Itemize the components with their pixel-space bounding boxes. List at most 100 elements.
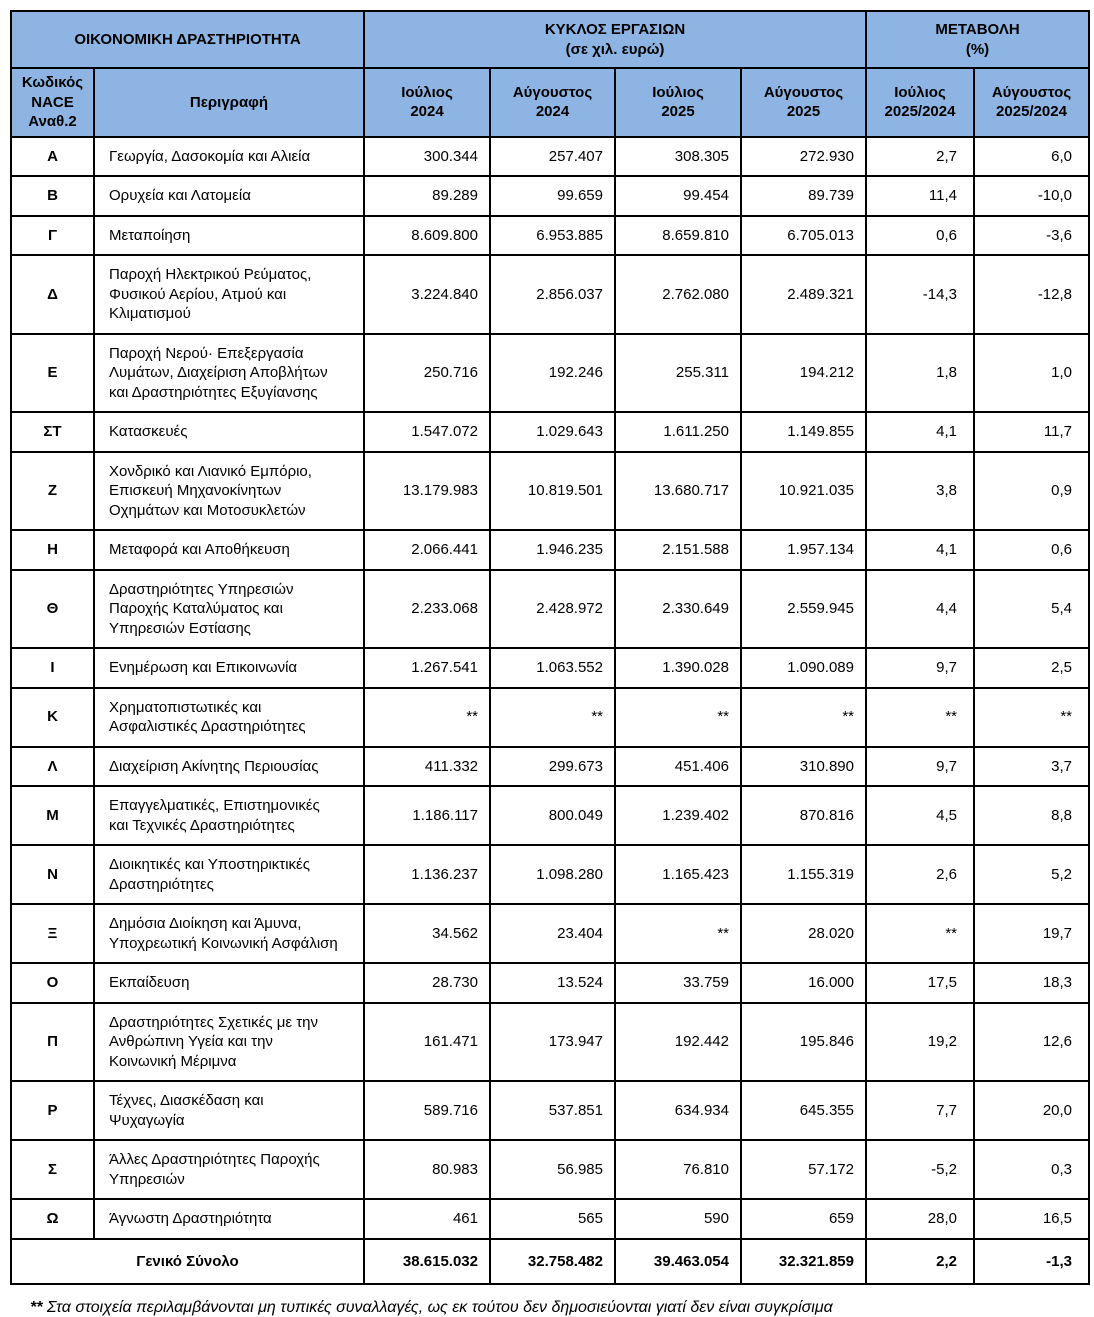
- turnover-value-cell: 99.454: [614, 175, 742, 217]
- change-value-cell: 18,3: [972, 962, 1091, 1004]
- turnover-value-cell: 192.246: [489, 332, 616, 413]
- table-row: Η Μεταφορά και Αποθήκευση 2.066.441 1.946.2…: [10, 529, 1091, 571]
- turnover-by-activity-table: ΟΙΚΟΝΟΜΙΚΗ ΔΡΑΣΤΗΡΙΟΤΗΤΑ ΚΥΚΛΟΣ ΕΡΓΑΣΙΩΝ…: [10, 10, 1091, 1285]
- change-value-cell: 20,0: [972, 1080, 1091, 1141]
- turnover-value-cell: 299.673: [489, 745, 616, 787]
- activity-description-cell: Δημόσια Διοίκηση και Άμυνα, Υποχρεωτική …: [93, 903, 365, 964]
- turnover-value-cell: 16.000: [740, 962, 867, 1004]
- activity-description-cell: Χονδρικό και Λιανικό Εμπόριο, Επισκευή Μ…: [93, 450, 365, 531]
- change-value-cell: 4,1: [865, 411, 975, 453]
- turnover-value-cell: 6.953.885: [489, 214, 616, 256]
- nace-code-cell: Λ: [10, 745, 95, 787]
- turnover-value-cell: 28.020: [740, 903, 867, 964]
- turnover-value-cell: 1.547.072: [363, 411, 491, 453]
- change-value-cell: 4,5: [865, 785, 975, 846]
- table-row: ΣΤ Κατασκευές 1.547.072 1.029.643 1.611.250 1…: [10, 411, 1091, 453]
- change-value-cell: 0,6: [865, 214, 975, 256]
- total-value-july-2025: 39.463.054: [614, 1237, 742, 1285]
- turnover-value-cell: 250.716: [363, 332, 491, 413]
- header-july-2024: Ιούλιος 2024: [363, 67, 491, 138]
- turnover-value-cell: 2.151.588: [614, 529, 742, 571]
- turnover-value-cell: 173.947: [489, 1001, 616, 1082]
- header-august-2024: Αύγουστος 2024: [489, 67, 616, 138]
- turnover-value-cell: 1.239.402: [614, 785, 742, 846]
- nace-code-cell: Ξ: [10, 903, 95, 964]
- activity-description-cell: Ενημέρωση και Επικοινωνία: [93, 647, 365, 689]
- header-economic-activity: ΟΙΚΟΝΟΜΙΚΗ ΔΡΑΣΤΗΡΙΟΤΗΤΑ: [10, 10, 365, 69]
- turnover-value-cell: 99.659: [489, 175, 616, 217]
- footnote: ** Στα στοιχεία περιλαμβάνονται μη τυπικ…: [30, 1299, 1094, 1317]
- turnover-value-cell: 2.066.441: [363, 529, 491, 571]
- turnover-value-cell: **: [489, 686, 616, 748]
- table-row: Π Δραστηριότητες Σχετικές με την Ανθρώπιν…: [10, 1001, 1091, 1082]
- change-value-cell: 0,9: [972, 450, 1091, 531]
- change-value-cell: 4,4: [865, 568, 975, 649]
- table-row: Β Ορυχεία και Λατομεία 89.289 99.659 99.454 8…: [10, 175, 1091, 217]
- change-value-cell: -3,6: [972, 214, 1091, 256]
- turnover-value-cell: 1.155.319: [740, 844, 867, 905]
- turnover-value-cell: 589.716: [363, 1080, 491, 1141]
- turnover-value-cell: **: [614, 903, 742, 964]
- table-row: Θ Δραστηριότητες Υπηρεσιών Παροχής Καταλύ…: [10, 568, 1091, 649]
- activity-description-cell: Επαγγελματικές, Επιστημονικές και Τεχνικ…: [93, 785, 365, 846]
- header-sub-row: Κωδικός NACE Αναθ.2 Περιγραφή Ιούλιος 20…: [10, 67, 1091, 138]
- table-row: Λ Διαχείριση Ακίνητης Περιουσίας 411.332 29…: [10, 745, 1091, 787]
- turnover-value-cell: 1.611.250: [614, 411, 742, 453]
- change-value-cell: 12,6: [972, 1001, 1091, 1082]
- change-value-cell: 8,8: [972, 785, 1091, 846]
- table-row: Μ Επαγγελματικές, Επιστημονικές και Τεχνι…: [10, 785, 1091, 846]
- change-value-cell: 1,8: [865, 332, 975, 413]
- turnover-value-cell: 195.846: [740, 1001, 867, 1082]
- total-label: Γενικό Σύνολο: [10, 1237, 365, 1285]
- change-value-cell: 5,2: [972, 844, 1091, 905]
- activity-description-cell: Διαχείριση Ακίνητης Περιουσίας: [93, 745, 365, 787]
- change-value-cell: 11,4: [865, 175, 975, 217]
- nace-code-cell: Β: [10, 175, 95, 217]
- turnover-value-cell: 89.739: [740, 175, 867, 217]
- nace-code-cell: Η: [10, 529, 95, 571]
- table-row: Ι Ενημέρωση και Επικοινωνία 1.267.541 1.063…: [10, 647, 1091, 689]
- turnover-value-cell: 1.186.117: [363, 785, 491, 846]
- turnover-value-cell: 870.816: [740, 785, 867, 846]
- total-value-july-2024: 38.615.032: [363, 1237, 491, 1285]
- turnover-value-cell: 537.851: [489, 1080, 616, 1141]
- activity-description-cell: Δραστηριότητες Σχετικές με την Ανθρώπινη…: [93, 1001, 365, 1082]
- turnover-value-cell: 194.212: [740, 332, 867, 413]
- nace-code-cell: Ο: [10, 962, 95, 1004]
- table-row: Ν Διοικητικές και Υποστηρικτικές Δραστηρι…: [10, 844, 1091, 905]
- turnover-value-cell: 8.609.800: [363, 214, 491, 256]
- change-value-cell: 19,7: [972, 903, 1091, 964]
- activity-description-cell: Παροχή Ηλεκτρικού Ρεύματος, Φυσικού Αερί…: [93, 254, 365, 335]
- table-row: Ε Παροχή Νερού· Επεξεργασία Λυμάτων, Διαχ…: [10, 332, 1091, 413]
- change-value-cell: -12,8: [972, 254, 1091, 335]
- turnover-value-cell: 634.934: [614, 1080, 742, 1141]
- nace-code-cell: Δ: [10, 254, 95, 335]
- turnover-value-cell: 3.224.840: [363, 254, 491, 335]
- table-row: Ω Άγνωστη Δραστηριότητα 461 565 590 659 28,0 16…: [10, 1198, 1091, 1240]
- nace-code-cell: Ν: [10, 844, 95, 905]
- turnover-value-cell: 461: [363, 1198, 491, 1240]
- nace-code-cell: Ρ: [10, 1080, 95, 1141]
- turnover-value-cell: 8.659.810: [614, 214, 742, 256]
- nace-code-cell: Μ: [10, 785, 95, 846]
- turnover-value-cell: 411.332: [363, 745, 491, 787]
- table-row: Ζ Χονδρικό και Λιανικό Εμπόριο, Επισκευή …: [10, 450, 1091, 531]
- change-value-cell: -5,2: [865, 1139, 975, 1200]
- turnover-value-cell: 1.098.280: [489, 844, 616, 905]
- change-value-cell: 17,5: [865, 962, 975, 1004]
- nace-code-cell: Γ: [10, 214, 95, 256]
- activity-description-cell: Δραστηριότητες Υπηρεσιών Παροχής Καταλύμ…: [93, 568, 365, 649]
- turnover-value-cell: 800.049: [489, 785, 616, 846]
- header-change-july: Ιούλιος 2025/2024: [865, 67, 975, 138]
- turnover-value-cell: 13.680.717: [614, 450, 742, 531]
- table-row: Κ Χρηματοπιστωτικές και Ασφαλιστικές Δρασ…: [10, 686, 1091, 748]
- turnover-value-cell: **: [363, 686, 491, 748]
- change-value-cell: -10,0: [972, 175, 1091, 217]
- turnover-value-cell: 2.856.037: [489, 254, 616, 335]
- turnover-value-cell: 590: [614, 1198, 742, 1240]
- turnover-value-cell: **: [740, 686, 867, 748]
- table-header: ΟΙΚΟΝΟΜΙΚΗ ΔΡΑΣΤΗΡΙΟΤΗΤΑ ΚΥΚΛΟΣ ΕΡΓΑΣΙΩΝ…: [10, 10, 1091, 138]
- header-nace-code: Κωδικός NACE Αναθ.2: [10, 67, 95, 138]
- turnover-value-cell: 2.559.945: [740, 568, 867, 649]
- change-value-cell: 16,5: [972, 1198, 1091, 1240]
